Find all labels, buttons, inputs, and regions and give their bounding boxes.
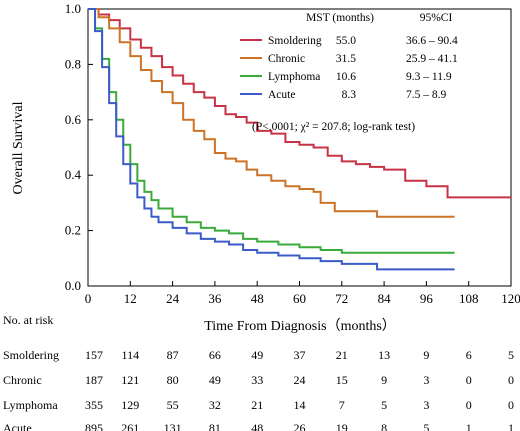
risk-row-label-acute: Acute [3,421,32,431]
legend-header-ci: 95%CI [420,12,453,24]
legend-ci-chronic: 25.9 – 41.1 [406,53,458,65]
risk-value-chronic-48: 33 [251,373,263,387]
risk-value-lymphoma-120: 0 [508,398,514,412]
risk-value-chronic-72: 15 [336,373,348,387]
risk-value-smoldering-120: 5 [508,348,514,362]
risk-value-acute-96: 5 [423,421,429,431]
legend-label-lymphoma: Lymphoma [268,71,320,83]
axes-layer: 0 12 24 36 48 60 72 84 96 108 120 0.0 0.2 0.4 0.6 0.8 1.… [65,1,520,306]
risk-value-acute-120: 1 [508,421,514,431]
y-tick-label-5: 1.0 [65,1,81,16]
legend-header-mst: MST (months) [306,12,374,24]
risk-value-acute-108: 1 [466,421,472,431]
legend: Smoldering 55.0 36.6 – 90.4 Chronic 31.5 25.9… [240,35,458,101]
series-layer [88,8,511,271]
legend-label-smoldering: Smoldering [268,35,322,47]
risk-value-lymphoma-60: 14 [294,398,306,412]
risk-value-lymphoma-84: 5 [381,398,387,412]
risk-value-chronic-96: 3 [423,373,429,387]
risk-value-smoldering-24: 87 [167,348,179,362]
series-line-acute [88,8,455,271]
y-tick-label-0: 0.0 [65,278,81,293]
legend-ci-acute: 7.5 – 8.9 [406,89,447,101]
risk-value-chronic-60: 24 [294,373,306,387]
series-line-smoldering [88,8,511,199]
risk-value-lymphoma-96: 3 [423,398,429,412]
risk-value-chronic-36: 49 [209,373,221,387]
y-tick-label-3: 0.6 [65,112,82,127]
risk-value-smoldering-60: 37 [294,348,306,362]
risk-value-smoldering-72: 21 [336,348,348,362]
risk-value-lymphoma-12: 129 [121,398,139,412]
risk-table-title: No. at risk [3,313,53,327]
y-tick-label-2: 0.4 [65,167,82,182]
risk-value-lymphoma-72: 7 [339,398,345,412]
risk-value-acute-48: 48 [251,421,263,431]
risk-value-chronic-108: 0 [466,373,472,387]
risk-value-lymphoma-48: 21 [251,398,263,412]
risk-value-acute-24: 131 [164,421,182,431]
risk-value-acute-0: 895 [85,421,103,431]
risk-value-smoldering-108: 6 [466,348,472,362]
risk-value-chronic-12: 121 [121,373,139,387]
risk-value-chronic-84: 9 [381,373,387,387]
y-axis-title: Overall Survival [11,101,26,194]
x-tick-label-8: 96 [420,291,434,306]
risk-value-chronic-120: 0 [508,373,514,387]
risk-value-lymphoma-36: 32 [209,398,221,412]
risk-value-smoldering-36: 66 [209,348,221,362]
risk-value-smoldering-96: 9 [423,348,429,362]
risk-value-acute-60: 26 [294,421,306,431]
y-tick-label-1: 0.2 [65,223,81,238]
risk-value-acute-72: 19 [336,421,348,431]
series-line-lymphoma [88,8,455,254]
risk-value-acute-12: 261 [121,421,139,431]
risk-value-lymphoma-0: 355 [85,398,103,412]
risk-value-lymphoma-24: 55 [167,398,179,412]
legend-mst-smoldering: 55.0 [336,35,356,47]
risk-value-chronic-24: 80 [167,373,179,387]
legend-mst-acute: 8.3 [342,89,357,101]
x-tick-label-2: 24 [166,291,180,306]
x-tick-label-1: 12 [124,291,137,306]
series-line-chronic [88,8,455,218]
legend-ci-smoldering: 36.6 – 90.4 [406,35,458,47]
risk-row-label-smoldering: Smoldering [3,348,59,362]
risk-row-label-lymphoma: Lymphoma [3,398,58,412]
risk-value-acute-36: 81 [209,421,221,431]
legend-label-acute: Acute [268,89,295,101]
legend-ci-lymphoma: 9.3 – 11.9 [406,71,452,83]
logrank-annotation: (P<.0001; χ² = 207.8; log-rank test) [252,121,415,133]
x-axis-title: Time From Diagnosis（months） [204,318,396,334]
x-tick-label-7: 84 [378,291,392,306]
x-tick-label-10: 120 [501,291,520,306]
x-tick-label-4: 48 [251,291,264,306]
risk-value-smoldering-84: 13 [378,348,390,362]
x-tick-label-6: 72 [335,291,348,306]
legend-mst-lymphoma: 10.6 [336,71,356,83]
risk-value-smoldering-48: 49 [251,348,263,362]
risk-row-label-chronic: Chronic [3,373,42,387]
x-tick-label-3: 36 [208,291,222,306]
x-tick-label-0: 0 [85,291,92,306]
legend-label-chronic: Chronic [268,53,305,65]
risk-value-smoldering-0: 157 [85,348,103,362]
legend-mst-chronic: 31.5 [336,53,356,65]
risk-value-lymphoma-108: 0 [466,398,472,412]
y-tick-label-4: 0.8 [65,56,81,71]
x-tick-label-9: 108 [459,291,479,306]
risk-value-acute-84: 8 [381,421,387,431]
risk-value-chronic-0: 187 [85,373,103,387]
x-tick-label-5: 60 [293,291,306,306]
risk-value-smoldering-12: 114 [122,348,140,362]
